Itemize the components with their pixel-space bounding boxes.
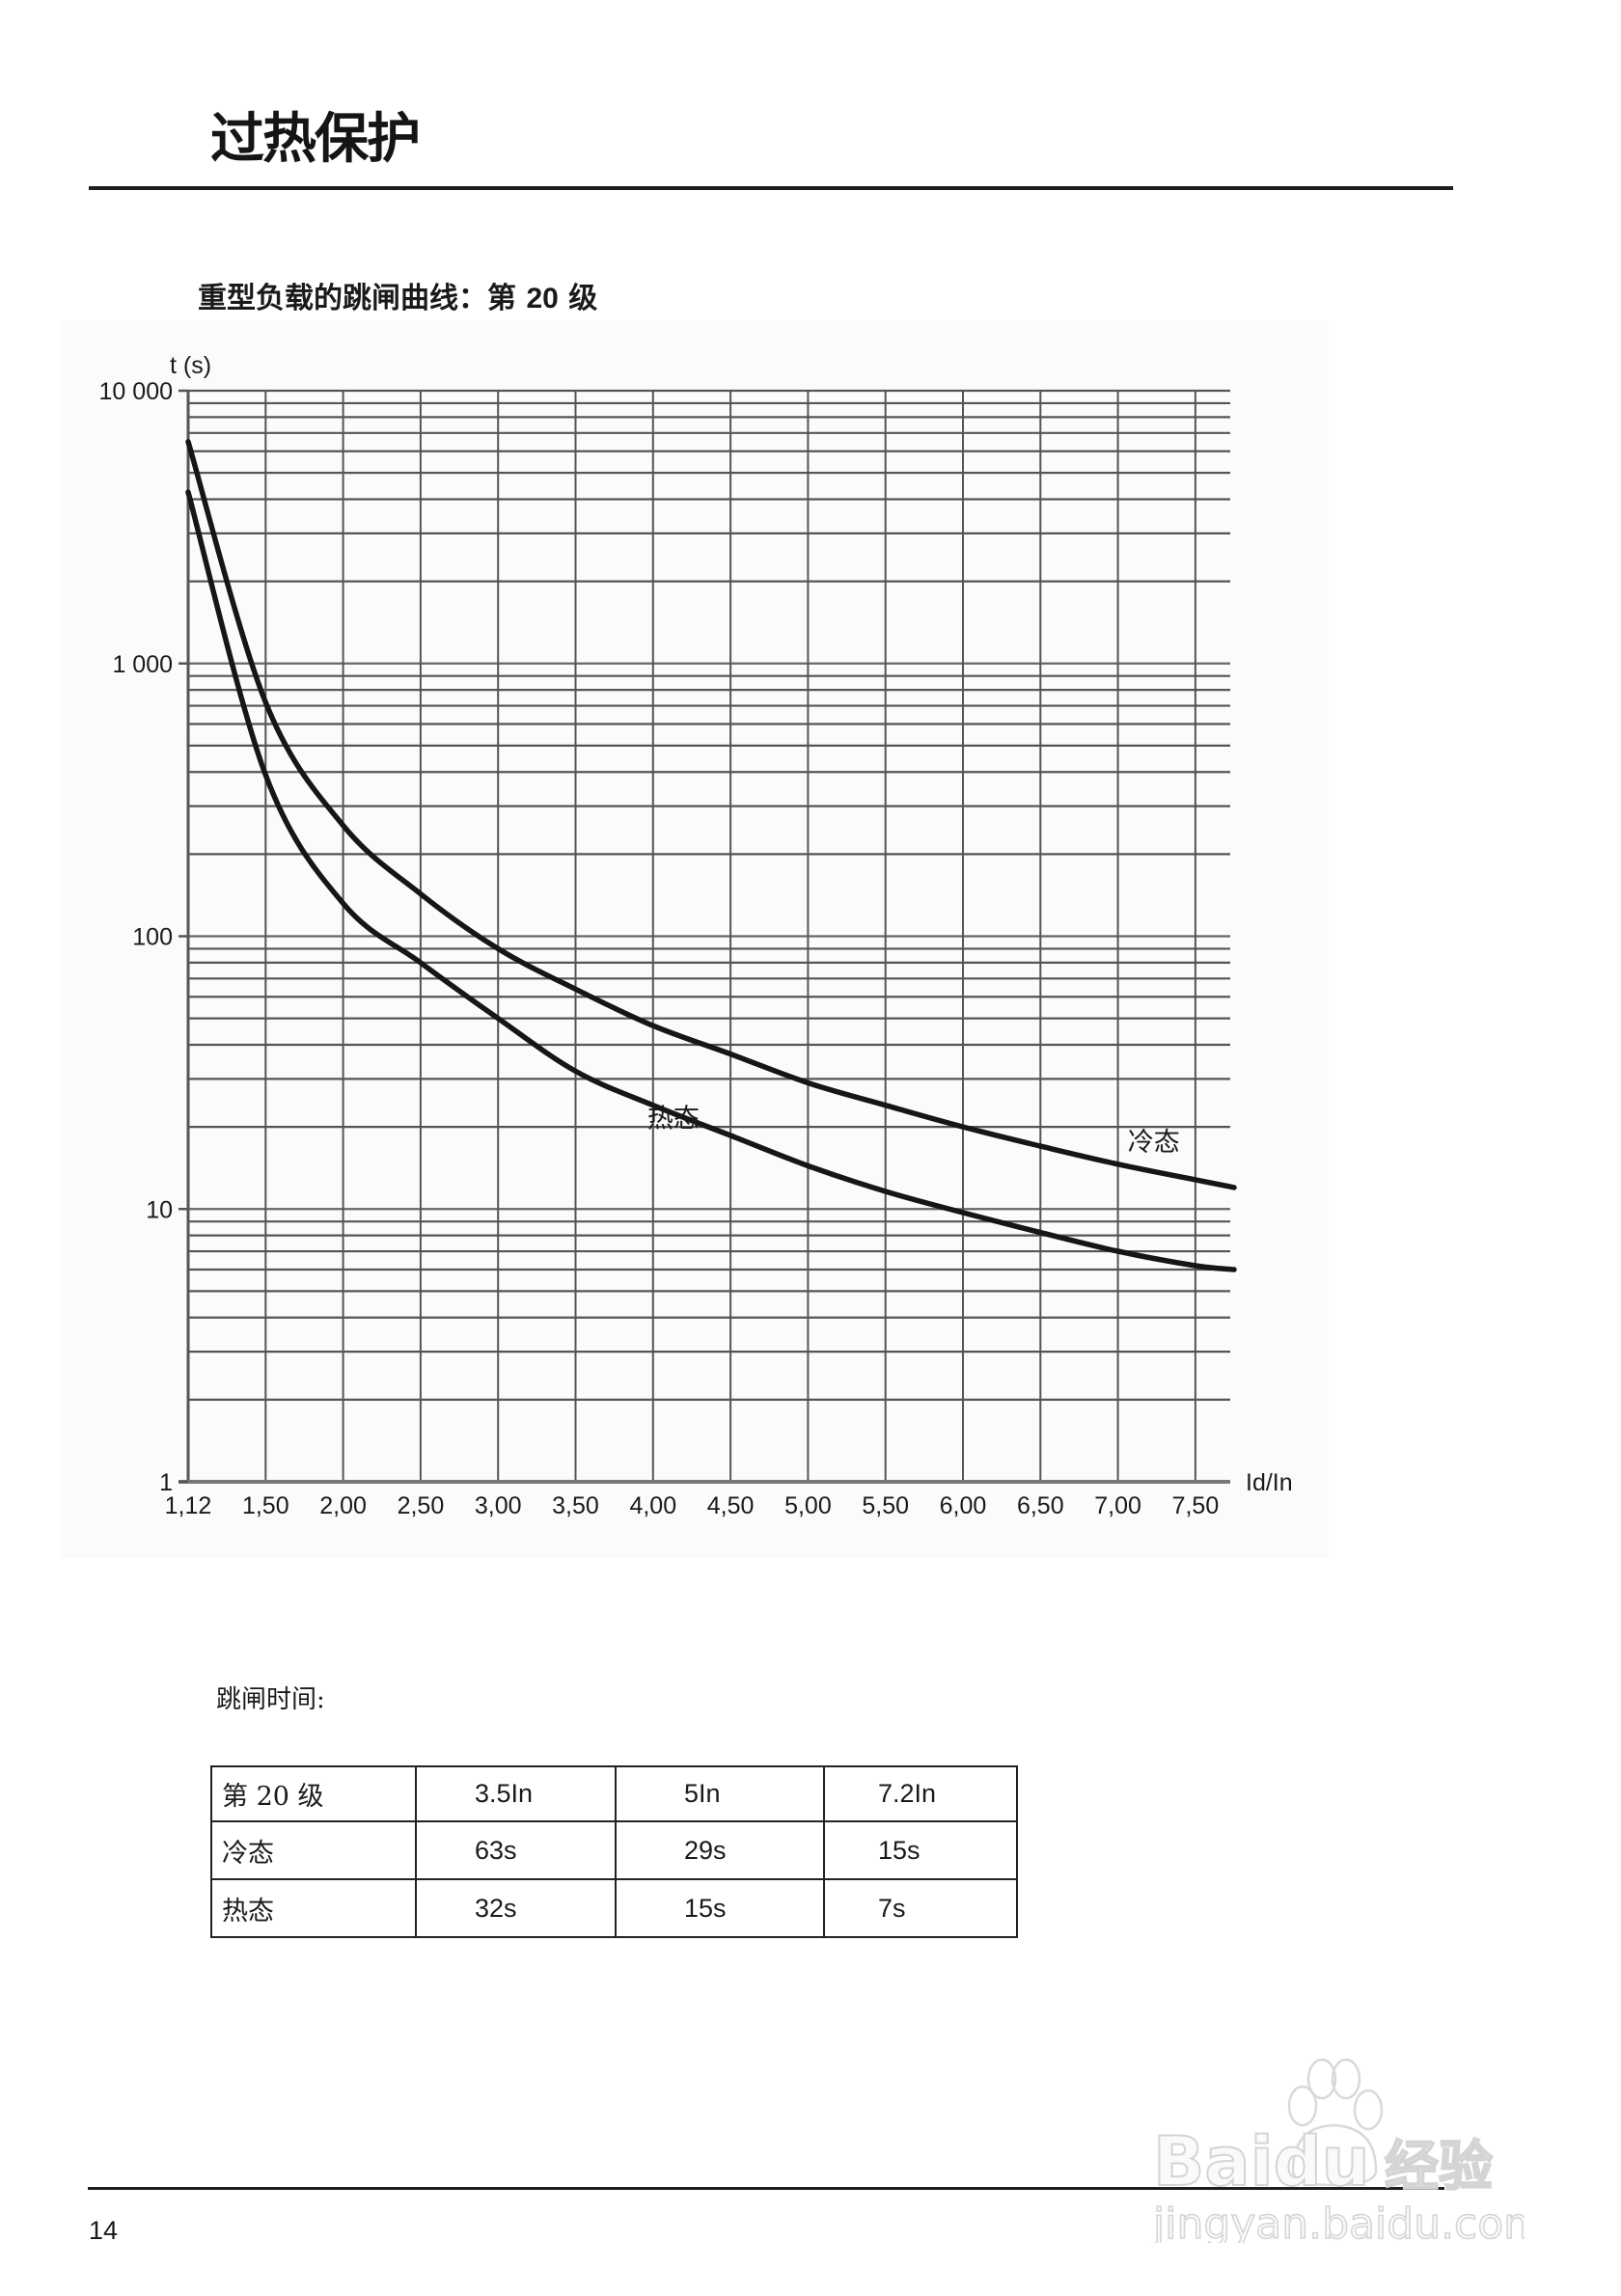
baidu-watermark-logo: Baidu 经验 jingyan.baidu.com (1151, 2058, 1525, 2243)
trip-time-label: 跳闸时间: (216, 1685, 325, 1714)
y-axis-label: t (s) (170, 352, 211, 379)
x-axis-label: Id/In (1246, 1469, 1293, 1496)
watermark-brand: Baidu (1153, 2122, 1370, 2201)
x-tick-label: 3,00 (475, 1492, 522, 1519)
header-divider (89, 186, 1453, 190)
x-tick-label: 2,00 (319, 1492, 367, 1519)
y-tick-label: 1 000 (112, 651, 173, 678)
chart-grid (179, 389, 1230, 1484)
x-tick-label: 6,00 (940, 1492, 987, 1519)
x-tick-label: 5,50 (862, 1492, 909, 1519)
x-tick-label: 1,12 (165, 1492, 212, 1519)
table-cell: 15s (615, 1878, 825, 1938)
table-cell: 63s (415, 1820, 617, 1880)
subtitle-prefix: 重型负载的跳闸曲线：第 (198, 282, 527, 315)
table-cell: 15s (823, 1820, 1018, 1880)
x-tick-label: 7,50 (1172, 1492, 1220, 1519)
x-tick-label: 4,50 (707, 1492, 755, 1519)
watermark-url: jingyan.baidu.com (1152, 2200, 1525, 2243)
table-cell: 第 20 级 (210, 1765, 417, 1822)
y-tick-label: 100 (132, 924, 173, 951)
paw-toe-icon (1306, 2058, 1337, 2100)
hot-state-curve (185, 489, 1237, 1272)
x-tick-label: 2,50 (398, 1492, 445, 1519)
table-row: 第 20 级 3.5In 5In 7.2In (210, 1765, 1018, 1822)
cold-state-curve (185, 439, 1237, 1190)
subtitle-class-number: 20 (526, 283, 559, 314)
table-cell: 7.2In (823, 1765, 1018, 1822)
table-cell: 32s (415, 1878, 617, 1938)
table-cell: 7s (823, 1878, 1018, 1938)
y-tick-label: 10 (146, 1196, 173, 1223)
x-tick-label: 6,50 (1017, 1492, 1064, 1519)
x-tick-label: 5,00 (784, 1492, 832, 1519)
cold-state-label: 冷态 (1128, 1128, 1180, 1158)
watermark-brand-suffix: 经验 (1385, 2136, 1493, 2199)
table-cell: 29s (615, 1820, 825, 1880)
trip-time-table: 第 20 级 3.5In 5In 7.2In 冷态 63s 29s 15s 热态… (210, 1765, 1018, 1938)
page-title: 过热保护 (210, 107, 421, 171)
chart-subtitle: 重型负载的跳闸曲线：第 20 级 (198, 280, 597, 318)
footer-divider (88, 2187, 1444, 2190)
table-cell: 5In (615, 1765, 825, 1822)
y-tick-label: 10 000 (99, 378, 173, 405)
x-tick-label: 3,50 (552, 1492, 599, 1519)
table-cell: 3.5In (415, 1765, 617, 1822)
table-row: 热态 32s 15s 7s (210, 1878, 1018, 1938)
y-tick-label: 1 (159, 1469, 173, 1496)
subtitle-suffix: 级 (558, 282, 598, 315)
x-tick-label: 4,00 (629, 1492, 676, 1519)
x-tick-label: 7,00 (1094, 1492, 1141, 1519)
hot-state-label: 热态 (647, 1104, 700, 1134)
table-row: 冷态 63s 29s 15s (210, 1820, 1018, 1880)
page-number: 14 (89, 2216, 119, 2245)
table-cell: 热态 (210, 1878, 417, 1938)
x-tick-label: 1,50 (242, 1492, 289, 1519)
table-cell: 冷态 (210, 1820, 417, 1880)
